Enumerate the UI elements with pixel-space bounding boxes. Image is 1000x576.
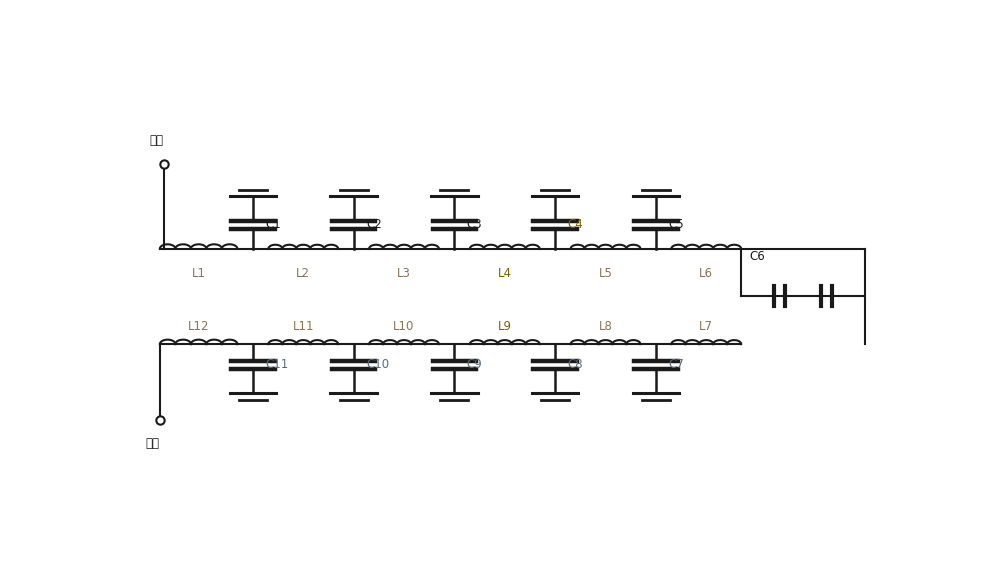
Text: L3: L3 [397, 267, 411, 281]
Text: C4: C4 [568, 218, 583, 232]
Text: C6: C6 [749, 250, 765, 263]
Text: L9: L9 [498, 320, 512, 333]
Text: C10: C10 [366, 358, 389, 372]
Text: 输出: 输出 [145, 437, 159, 450]
Text: L2: L2 [296, 267, 310, 281]
Text: C7: C7 [668, 358, 684, 372]
Text: L11: L11 [292, 320, 314, 333]
Text: L5: L5 [599, 267, 612, 281]
Text: L10: L10 [393, 320, 415, 333]
Text: C11: C11 [265, 358, 289, 372]
Text: L4: L4 [498, 267, 512, 281]
Text: C2: C2 [366, 218, 382, 232]
Text: L12: L12 [188, 320, 209, 333]
Text: L6: L6 [699, 267, 713, 281]
Text: C9: C9 [467, 358, 483, 372]
Text: 输入: 输入 [149, 134, 163, 147]
Text: C1: C1 [265, 218, 281, 232]
Text: L1: L1 [192, 267, 206, 281]
Text: C8: C8 [568, 358, 583, 372]
Text: L7: L7 [699, 320, 713, 333]
Text: C3: C3 [467, 218, 482, 232]
Text: L8: L8 [599, 320, 612, 333]
Text: C5: C5 [668, 218, 684, 232]
